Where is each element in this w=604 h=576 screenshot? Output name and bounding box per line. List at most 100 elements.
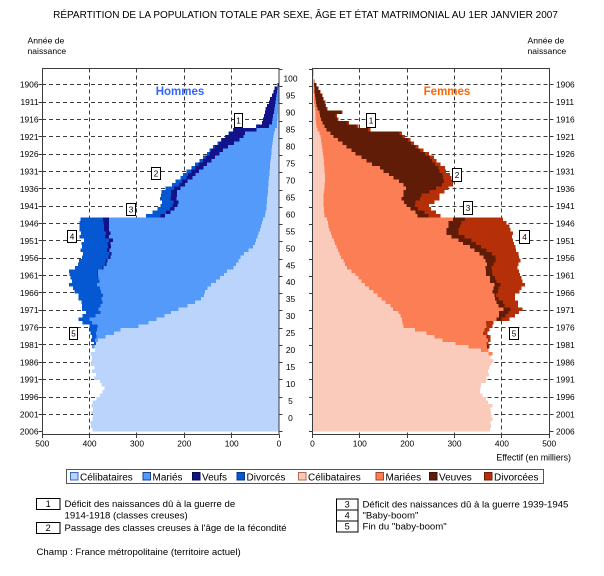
svg-text:1991: 1991 (556, 375, 575, 385)
svg-text:1946: 1946 (20, 219, 39, 229)
svg-text:1966: 1966 (556, 288, 575, 298)
svg-text:1996: 1996 (556, 392, 575, 402)
svg-text:65: 65 (286, 192, 296, 202)
svg-text:1926: 1926 (20, 149, 39, 159)
svg-text:1946: 1946 (556, 219, 575, 229)
svg-text:Veufs: Veufs (202, 473, 227, 484)
svg-text:1986: 1986 (20, 357, 39, 367)
svg-text:60: 60 (286, 209, 296, 219)
svg-text:2001: 2001 (20, 409, 39, 419)
svg-text:1951: 1951 (20, 236, 39, 246)
svg-text:2006: 2006 (556, 427, 575, 437)
svg-text:1: 1 (369, 117, 374, 126)
svg-text:0: 0 (277, 439, 282, 449)
svg-text:1961: 1961 (556, 271, 575, 281)
svg-text:1921: 1921 (20, 132, 39, 142)
svg-text:100: 100 (284, 74, 298, 84)
svg-text:500: 500 (35, 439, 49, 449)
svg-text:85: 85 (286, 125, 296, 135)
svg-text:300: 300 (448, 439, 462, 449)
svg-text:RÉPARTITION DE LA POPULATION T: RÉPARTITION DE LA POPULATION TOTALE PAR … (53, 8, 558, 21)
svg-text:3: 3 (345, 500, 350, 510)
svg-text:Femmes: Femmes (424, 86, 471, 98)
svg-text:Déficit des naissances dû à la: Déficit des naissances dû à la guerre de (65, 499, 236, 510)
svg-text:95: 95 (286, 91, 296, 101)
svg-text:1911: 1911 (556, 97, 574, 107)
svg-text:1921: 1921 (556, 132, 575, 142)
svg-text:"Baby-boom": "Baby-boom" (363, 511, 419, 522)
svg-text:1956: 1956 (556, 253, 575, 263)
svg-text:400: 400 (83, 439, 97, 449)
svg-text:1914-1918 (classes creuses): 1914-1918 (classes creuses) (65, 511, 188, 522)
svg-text:3: 3 (129, 206, 134, 215)
svg-text:4: 4 (70, 233, 75, 242)
svg-text:Année de: Année de (28, 36, 65, 46)
svg-text:1941: 1941 (20, 201, 39, 211)
svg-text:1971: 1971 (556, 305, 575, 315)
svg-text:4: 4 (522, 233, 527, 242)
svg-text:1911: 1911 (20, 97, 38, 107)
svg-text:1991: 1991 (20, 375, 39, 385)
svg-text:Effectif (en milliers): Effectif (en milliers) (496, 453, 571, 463)
svg-text:1931: 1931 (556, 166, 575, 176)
svg-text:40: 40 (286, 277, 296, 287)
svg-text:Hommes: Hommes (156, 86, 205, 98)
svg-text:1966: 1966 (20, 288, 39, 298)
svg-text:Année de: Année de (528, 36, 565, 46)
svg-text:70: 70 (286, 175, 296, 185)
svg-text:Célibataires: Célibataires (80, 473, 133, 484)
svg-text:1: 1 (236, 117, 241, 126)
svg-text:55: 55 (286, 226, 296, 236)
svg-text:100: 100 (353, 439, 367, 449)
svg-text:3: 3 (466, 204, 471, 213)
svg-text:2: 2 (154, 170, 159, 179)
svg-text:1906: 1906 (556, 80, 575, 90)
svg-text:1971: 1971 (20, 305, 39, 315)
svg-text:75: 75 (286, 158, 296, 168)
svg-text:200: 200 (177, 439, 191, 449)
svg-text:15: 15 (286, 362, 296, 372)
svg-text:1936: 1936 (20, 184, 39, 194)
svg-text:45: 45 (286, 260, 296, 270)
svg-text:1986: 1986 (556, 357, 575, 367)
svg-text:Fin du "baby-boom": Fin du "baby-boom" (363, 522, 447, 533)
svg-text:1916: 1916 (20, 114, 39, 124)
svg-text:Passage des classes creuses à: Passage des classes creuses à l'âge de l… (65, 523, 287, 534)
svg-text:5: 5 (345, 522, 350, 532)
svg-text:30: 30 (286, 311, 296, 321)
svg-text:2006: 2006 (20, 427, 39, 437)
svg-text:2: 2 (455, 171, 460, 180)
svg-text:Mariées: Mariées (386, 473, 422, 484)
svg-text:1961: 1961 (20, 271, 39, 281)
svg-text:2001: 2001 (556, 409, 575, 419)
svg-text:50: 50 (286, 243, 296, 253)
svg-text:4: 4 (345, 511, 350, 521)
svg-text:100: 100 (225, 439, 239, 449)
svg-text:0: 0 (310, 439, 315, 449)
svg-text:5: 5 (288, 396, 293, 406)
svg-text:200: 200 (400, 439, 414, 449)
svg-text:Champ : France métropolitaine: Champ : France métropolitaine (territoir… (37, 547, 241, 558)
svg-text:Célibataires: Célibataires (308, 473, 361, 484)
svg-text:10: 10 (286, 379, 296, 389)
svg-text:Déficit des naissances dû à la: Déficit des naissances dû à la guerre 19… (363, 500, 569, 511)
svg-text:1981: 1981 (20, 340, 39, 350)
svg-text:1906: 1906 (20, 80, 39, 90)
svg-text:naissance: naissance (528, 46, 567, 56)
svg-text:Veuves: Veuves (439, 473, 472, 484)
svg-text:20: 20 (286, 345, 296, 355)
svg-text:1981: 1981 (556, 340, 575, 350)
svg-text:1: 1 (46, 499, 51, 509)
svg-text:400: 400 (495, 439, 509, 449)
svg-text:25: 25 (286, 328, 296, 338)
svg-text:500: 500 (542, 439, 556, 449)
svg-text:0: 0 (288, 413, 293, 423)
svg-text:5: 5 (512, 330, 517, 339)
svg-text:5: 5 (71, 330, 76, 339)
svg-text:1926: 1926 (556, 149, 575, 159)
svg-text:1976: 1976 (556, 323, 575, 333)
svg-text:1976: 1976 (20, 323, 39, 333)
svg-text:1941: 1941 (556, 201, 575, 211)
svg-text:300: 300 (130, 439, 144, 449)
svg-text:1936: 1936 (556, 184, 575, 194)
